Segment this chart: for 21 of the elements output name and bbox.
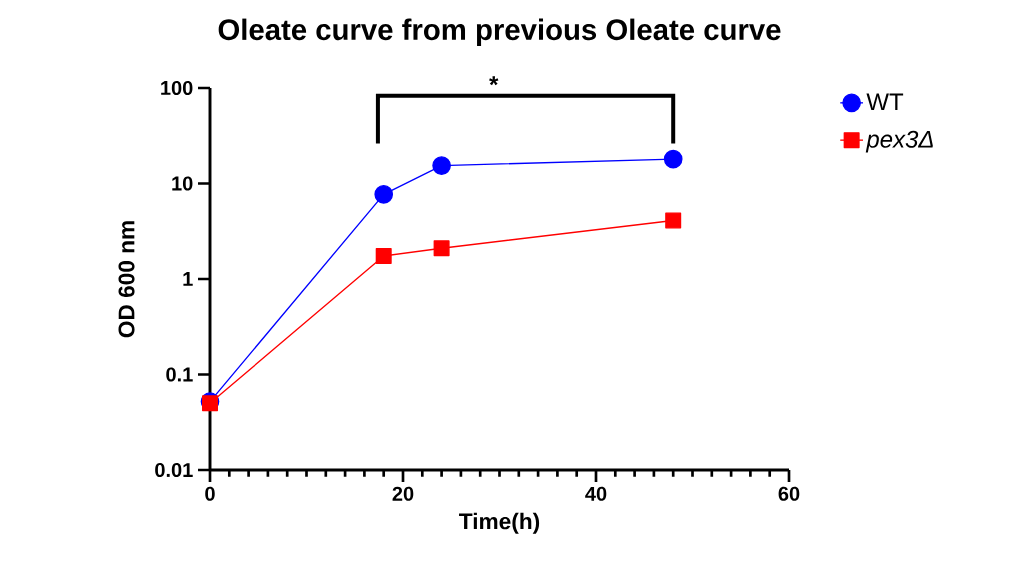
x-tick-label: 40	[585, 486, 607, 501]
point	[433, 240, 450, 257]
y-tick-label: 0.01	[155, 462, 193, 478]
y-tick-label: 0.1	[166, 367, 193, 382]
point	[663, 149, 683, 169]
text: *	[489, 76, 499, 86]
y-tick-label: 10	[172, 176, 193, 191]
y-tick-label: 1	[183, 272, 193, 286]
legend-label: WT	[866, 93, 904, 111]
legend-label: pex3Δ	[865, 130, 933, 153]
x-tick-label: 60	[778, 486, 800, 501]
y-axis-title: OD 600 nm	[118, 221, 135, 338]
x-tick-label: 20	[392, 486, 414, 501]
x-tick-label: 0	[205, 486, 215, 501]
x-axis-title: Time(h)	[459, 512, 540, 534]
point	[374, 185, 394, 204]
point	[665, 212, 682, 229]
point	[375, 248, 392, 265]
y-tick-label: 100	[161, 80, 193, 96]
point	[432, 156, 451, 175]
chart-title: Oleate curve from previous Oleate curve	[218, 18, 781, 46]
